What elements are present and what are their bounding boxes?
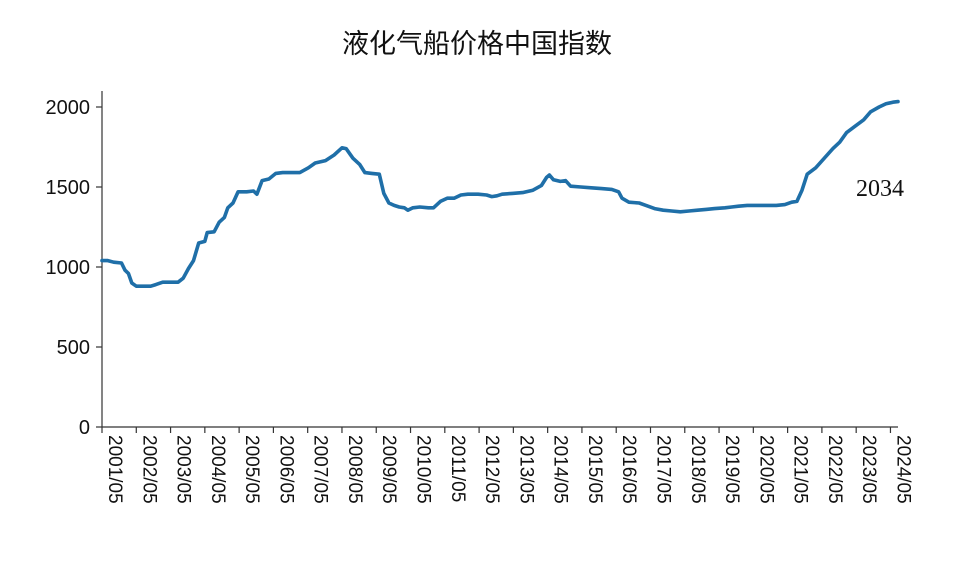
y-axis: 0 500 1000 1500 2000 [46, 91, 103, 439]
x-tick-label: 2007/05 [310, 435, 331, 504]
x-tick-label: 2020/05 [755, 435, 776, 504]
series-layer [100, 99, 900, 288]
x-tick-label: 2002/05 [138, 435, 159, 504]
x-tick-label: 2011/05 [447, 435, 468, 502]
x-tick-label: 2023/05 [858, 435, 879, 504]
x-tick-label: 2016/05 [618, 435, 639, 504]
x-tick-label: 2018/05 [687, 435, 708, 504]
x-tick-label: 2009/05 [378, 435, 399, 504]
series-line [100, 99, 900, 288]
x-tick-label: 2014/05 [550, 435, 571, 504]
x-tick-label: 2015/05 [584, 435, 605, 504]
x-tick-label: 2013/05 [515, 435, 536, 504]
x-tick-label: 2010/05 [413, 435, 434, 504]
y-tick-label: 0 [79, 417, 90, 439]
x-tick-label: 2019/05 [721, 435, 742, 504]
x-tick-label: 2024/05 [892, 435, 913, 504]
x-tick-label: 2008/05 [344, 435, 365, 504]
y-tick-label: 1000 [46, 257, 91, 279]
x-tick-label: 2006/05 [275, 435, 296, 504]
x-tick-label: 2012/05 [481, 435, 502, 504]
x-tick-label: 2004/05 [207, 435, 228, 504]
x-axis: 2001/05 2002/05 2003/05 2004/05 2005/05 2006/… [101, 426, 913, 504]
y-tick-label: 2000 [46, 97, 91, 119]
y-tick-label: 1500 [46, 177, 91, 199]
x-tick-label: 2005/05 [241, 435, 262, 504]
x-tick-label: 2022/05 [824, 435, 845, 504]
chart-title: 液化气船价格中国指数 [342, 29, 612, 60]
x-tick-label: 2001/05 [104, 435, 125, 504]
x-tick-label: 2017/05 [652, 435, 673, 504]
latest-value-annotation: 2034 [856, 176, 904, 202]
x-tick-label: 2021/05 [790, 435, 811, 504]
y-tick-label: 500 [57, 337, 90, 359]
x-tick-label: 2003/05 [173, 435, 194, 504]
